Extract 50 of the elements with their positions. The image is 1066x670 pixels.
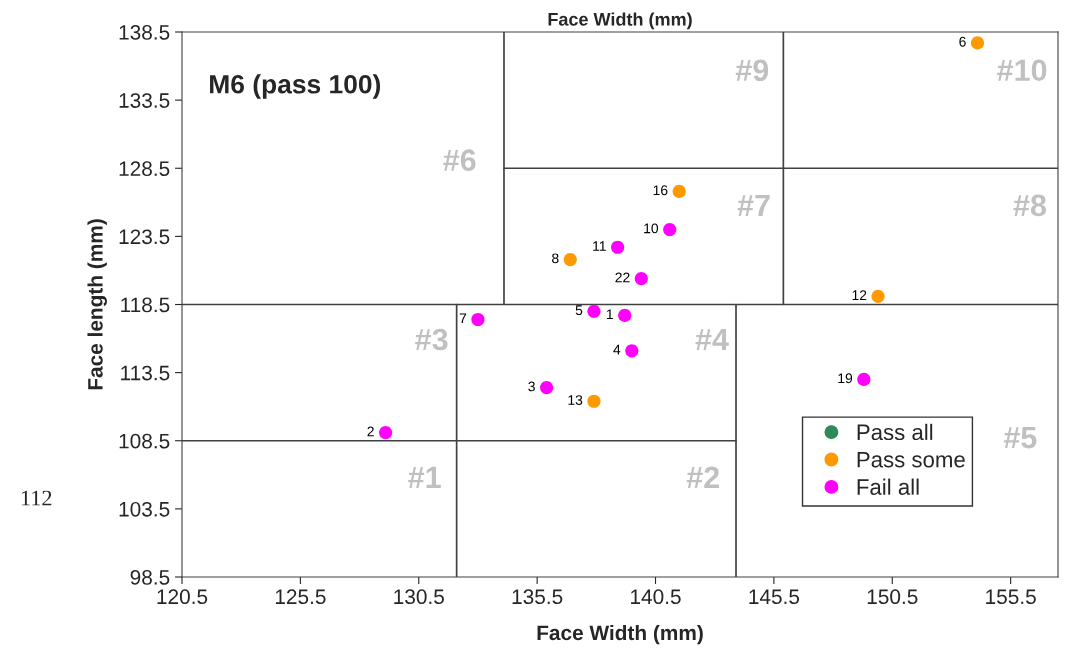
x-tick-label: 130.5 <box>394 589 444 605</box>
x-tick-label: 135.5 <box>512 589 563 605</box>
y-tick-label: 113.5 <box>121 365 170 381</box>
y-tick-label: 108.5 <box>119 433 170 449</box>
annotation: #6 <box>443 149 476 171</box>
annotation: #10 <box>997 59 1047 82</box>
x-axis-title: Face Width (mm) <box>537 624 703 645</box>
x-tick-label: 120.5 <box>157 589 208 605</box>
annotation: #7 <box>737 194 770 216</box>
x-tick-label: 145.5 <box>749 589 800 605</box>
annotation: #5 <box>1003 427 1037 449</box>
annotation: 16 <box>653 185 668 196</box>
y-tick-label: 138.5 <box>119 25 170 40</box>
x-tick-label: 125.5 <box>275 589 326 605</box>
x-tick-label: 155.5 <box>986 589 1036 605</box>
y-tick-label: 128.5 <box>119 161 170 176</box>
annotation: 6 <box>959 36 966 47</box>
x-tick-label: 150.5 <box>867 589 918 605</box>
y-tick-label: 98.5 <box>130 570 170 585</box>
annotation: 12 <box>852 290 867 300</box>
annotation: 11 <box>593 241 606 251</box>
annotation: 1 <box>606 309 613 319</box>
annotation: #3 <box>415 328 448 351</box>
legend-label: Fail all <box>857 478 919 495</box>
legend-label: Pass all <box>857 423 933 441</box>
y-tick-label: 118.5 <box>121 297 170 313</box>
x-tick-label: 140.5 <box>631 589 681 605</box>
x2-axis-title: Face Width (mm) <box>548 12 692 30</box>
annotation: 8 <box>552 253 559 264</box>
annotation: 5 <box>575 305 583 316</box>
y-tick-label: 123.5 <box>119 229 170 245</box>
annotation: 3 <box>528 381 535 392</box>
annotation: #2 <box>686 466 719 488</box>
text: 112 <box>21 490 52 506</box>
annotation: 2 <box>367 426 374 437</box>
y-tick-label: 133.5 <box>119 93 170 108</box>
annotation: 19 <box>838 373 853 384</box>
legend-label: Pass some <box>857 451 965 468</box>
annotation: 10 <box>644 223 659 234</box>
text: M6 (pass 100) <box>210 74 381 99</box>
annotation: #9 <box>735 59 769 82</box>
annotation: 4 <box>613 344 621 355</box>
annotation: 13 <box>568 395 583 405</box>
annotation: #1 <box>408 466 441 488</box>
y-axis-title: Face length (mm) <box>87 219 107 390</box>
y-tick-label: 103.5 <box>119 501 170 517</box>
annotation: #8 <box>1013 194 1047 217</box>
annotation: 7 <box>459 313 467 324</box>
annotation: #4 <box>695 328 729 351</box>
annotation: 22 <box>615 272 630 283</box>
